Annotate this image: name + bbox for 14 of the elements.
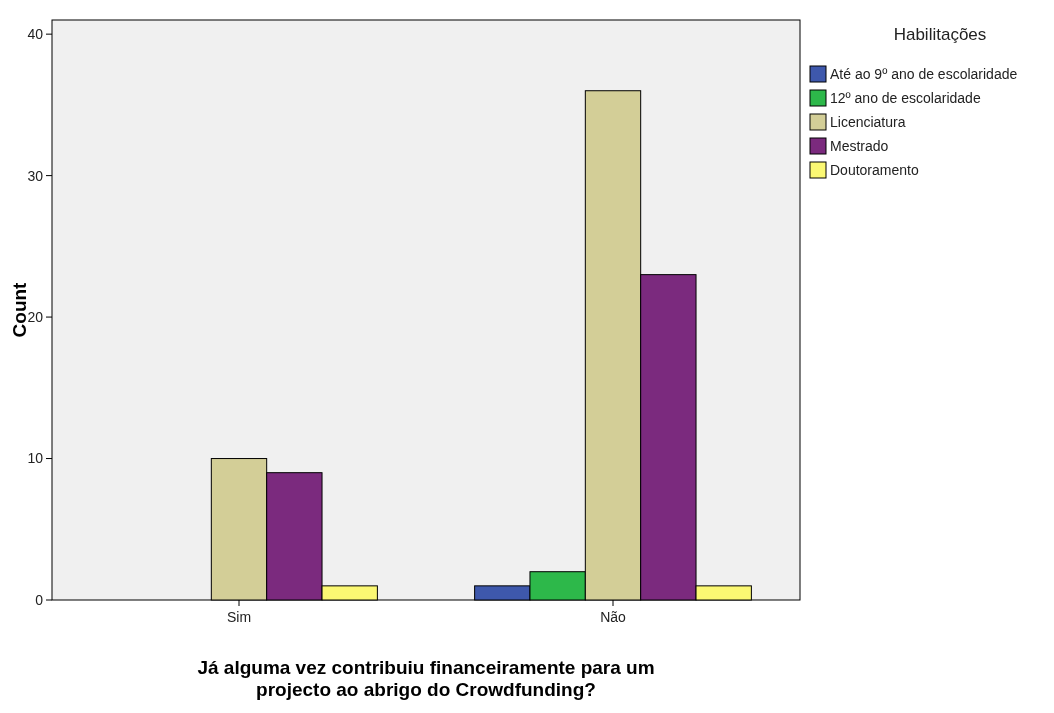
y-tick-label: 10 [27,450,44,467]
legend-label: 12º ano de escolaridade [830,89,981,106]
y-tick-label: 30 [27,167,44,184]
x-tick-label: Sim [226,609,252,625]
legend-label: Até ao 9º ano de escolaridade [830,65,1018,82]
legend-label: Mestrado [830,137,889,154]
legend-label: Licenciatura [830,113,906,130]
y-tick-label: 0 [35,591,44,608]
y-tick-label: 40 [27,26,44,43]
y-tick-label: 20 [27,308,44,325]
x-tick-label: Não [600,609,627,625]
legend-label: Doutoramento [830,161,919,178]
x-axis-title: Já alguma vez contribuiu financeiramente para um projecto ao abrigo do Crowdfunding? [197,657,655,700]
legend-title: Habilitações [893,25,987,44]
